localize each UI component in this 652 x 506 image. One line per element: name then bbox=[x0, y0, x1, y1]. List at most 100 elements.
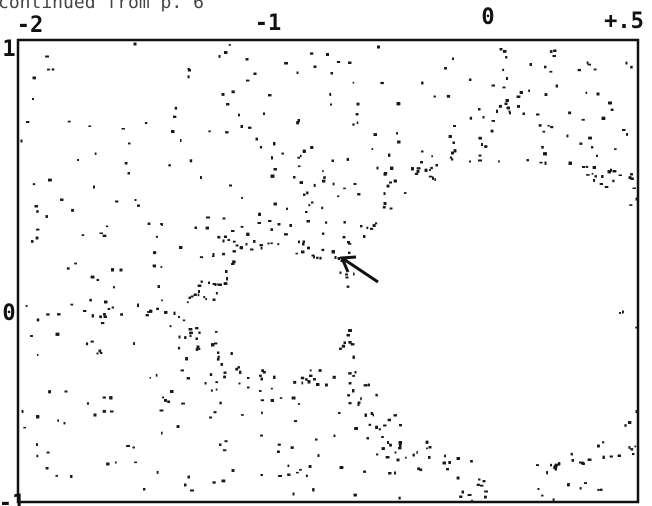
dot bbox=[103, 410, 106, 413]
dot bbox=[457, 477, 460, 480]
x-axis-label: -2 bbox=[17, 13, 44, 38]
dot bbox=[506, 99, 509, 102]
dot bbox=[311, 202, 313, 204]
dot bbox=[348, 252, 350, 254]
dot bbox=[231, 230, 234, 232]
dot bbox=[91, 341, 94, 343]
dot bbox=[60, 199, 63, 201]
dot bbox=[164, 399, 167, 402]
dot bbox=[340, 466, 343, 469]
dot bbox=[217, 352, 219, 354]
dot bbox=[101, 322, 104, 324]
dot bbox=[158, 285, 160, 287]
dot bbox=[222, 253, 225, 256]
dot bbox=[388, 472, 391, 474]
dot bbox=[254, 73, 257, 75]
dot bbox=[278, 444, 281, 446]
dot bbox=[303, 150, 306, 153]
dot bbox=[222, 93, 225, 96]
dot bbox=[188, 69, 191, 71]
dot bbox=[354, 427, 357, 430]
dot bbox=[555, 467, 557, 470]
dot bbox=[179, 246, 182, 249]
dot bbox=[292, 397, 295, 400]
dot bbox=[429, 176, 432, 178]
dot bbox=[368, 384, 370, 386]
dot bbox=[89, 299, 92, 302]
dot bbox=[52, 68, 55, 70]
dot bbox=[448, 461, 451, 464]
dot bbox=[97, 353, 99, 355]
dot bbox=[115, 201, 118, 203]
dot bbox=[342, 345, 345, 348]
dot bbox=[301, 251, 304, 253]
y-axis-label: 1 bbox=[2, 37, 15, 62]
dot bbox=[478, 108, 480, 110]
dot bbox=[213, 299, 215, 301]
dot bbox=[358, 403, 360, 406]
dot bbox=[381, 436, 383, 438]
dot bbox=[579, 143, 582, 145]
dot bbox=[134, 43, 137, 46]
dot bbox=[582, 166, 585, 168]
dot bbox=[298, 403, 300, 405]
dot bbox=[86, 342, 88, 345]
dot bbox=[303, 241, 305, 243]
dot bbox=[77, 159, 79, 161]
dot bbox=[349, 402, 352, 404]
dot bbox=[377, 167, 379, 170]
dot bbox=[505, 56, 507, 59]
dot bbox=[68, 121, 71, 123]
dot bbox=[224, 372, 227, 374]
dot bbox=[241, 226, 244, 228]
dot bbox=[238, 366, 240, 368]
dot bbox=[174, 312, 176, 315]
dot bbox=[454, 149, 456, 152]
dot bbox=[571, 453, 573, 456]
dot bbox=[613, 170, 616, 172]
dot bbox=[367, 437, 369, 439]
dot bbox=[199, 348, 201, 350]
dot bbox=[386, 456, 389, 458]
dot bbox=[298, 165, 301, 167]
dot bbox=[505, 103, 508, 105]
dot bbox=[536, 114, 539, 116]
dot bbox=[316, 383, 319, 386]
dot bbox=[198, 332, 200, 335]
dot bbox=[271, 228, 273, 231]
dot bbox=[530, 63, 532, 66]
dot bbox=[217, 236, 220, 239]
dot bbox=[187, 377, 190, 379]
dot bbox=[527, 159, 529, 161]
dot bbox=[457, 457, 460, 460]
dot bbox=[352, 375, 355, 377]
dot bbox=[567, 135, 569, 138]
dot bbox=[308, 204, 310, 206]
dot bbox=[434, 178, 436, 181]
dot bbox=[483, 480, 486, 482]
dot bbox=[189, 297, 191, 299]
caption: continued from p. 6 bbox=[0, 0, 204, 13]
dot bbox=[468, 494, 471, 496]
dot bbox=[556, 85, 558, 88]
dot bbox=[321, 249, 324, 251]
dot bbox=[170, 390, 173, 393]
dot bbox=[630, 173, 633, 175]
arrow bbox=[342, 257, 378, 282]
dot bbox=[429, 169, 431, 171]
dot bbox=[36, 237, 38, 239]
dot bbox=[421, 82, 423, 85]
dot bbox=[233, 241, 236, 243]
dot bbox=[612, 180, 614, 183]
dot bbox=[541, 146, 544, 149]
dot bbox=[46, 313, 49, 315]
dot bbox=[383, 425, 386, 427]
dot bbox=[184, 484, 186, 487]
dot bbox=[160, 410, 163, 412]
dot bbox=[312, 488, 314, 491]
page: continued from p. 6 -2 -1 0 +.5 1 0 -1 (… bbox=[0, 0, 652, 506]
dot bbox=[253, 240, 255, 243]
dot bbox=[634, 446, 636, 448]
dot bbox=[389, 182, 392, 184]
dot bbox=[479, 138, 482, 140]
